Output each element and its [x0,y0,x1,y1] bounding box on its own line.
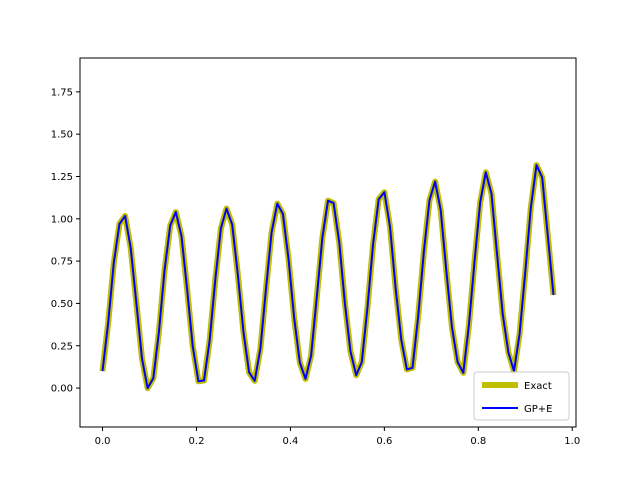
y-tick-label: 0.75 [51,257,73,268]
x-tick-label: 0.4 [282,436,298,447]
legend-frame [473,371,570,421]
y-tick-label: 1.50 [51,130,73,141]
y-tick-label: 1.00 [51,214,73,225]
x-tick-label: 0.0 [95,436,111,447]
x-tick-label: 0.2 [189,436,205,447]
legend: Exact GP+E [473,371,570,421]
x-tick-label: 0.6 [376,436,392,447]
x-tick-label: 0.8 [470,436,486,447]
y-tick-label: 0.00 [51,384,73,395]
x-tick-label: 1.0 [564,436,580,447]
axes-frame [79,57,577,428]
y-axis: 0.00 0.25 0.50 0.75 1.00 1.25 1.50 1.75 [51,87,80,395]
legend-label-gp-e: GP+E [524,404,552,415]
y-tick-label: 1.25 [51,172,73,183]
legend-label-exact: Exact [524,381,552,392]
series-line-gp-e [101,164,555,390]
y-tick-label: 0.50 [51,299,73,310]
x-axis: 0.0 0.2 0.4 0.6 0.8 1.0 [95,427,580,447]
plot-area [99,162,557,392]
y-tick-label: 1.75 [51,87,73,98]
y-tick-label: 0.25 [51,341,73,352]
